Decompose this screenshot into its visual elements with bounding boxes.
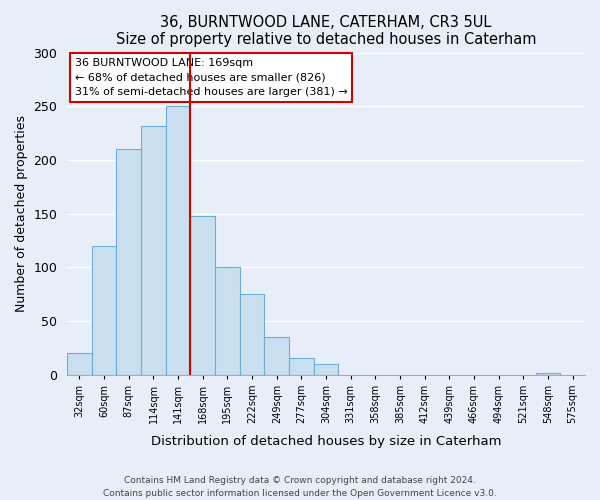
Y-axis label: Number of detached properties: Number of detached properties: [15, 116, 28, 312]
X-axis label: Distribution of detached houses by size in Caterham: Distribution of detached houses by size …: [151, 434, 502, 448]
Bar: [116, 150, 141, 375]
Text: 36 BURNTWOOD LANE: 169sqm
← 68% of detached houses are smaller (826)
31% of semi: 36 BURNTWOOD LANE: 169sqm ← 68% of detac…: [75, 58, 347, 97]
Bar: [314, 364, 338, 375]
Bar: [536, 372, 560, 375]
Bar: [141, 126, 166, 375]
Bar: [67, 354, 92, 375]
Bar: [190, 216, 215, 375]
Bar: [240, 294, 265, 375]
Text: Contains HM Land Registry data © Crown copyright and database right 2024.
Contai: Contains HM Land Registry data © Crown c…: [103, 476, 497, 498]
Bar: [215, 268, 240, 375]
Title: 36, BURNTWOOD LANE, CATERHAM, CR3 5UL
Size of property relative to detached hous: 36, BURNTWOOD LANE, CATERHAM, CR3 5UL Si…: [116, 15, 536, 48]
Bar: [92, 246, 116, 375]
Bar: [289, 358, 314, 375]
Bar: [265, 338, 289, 375]
Bar: [166, 106, 190, 375]
